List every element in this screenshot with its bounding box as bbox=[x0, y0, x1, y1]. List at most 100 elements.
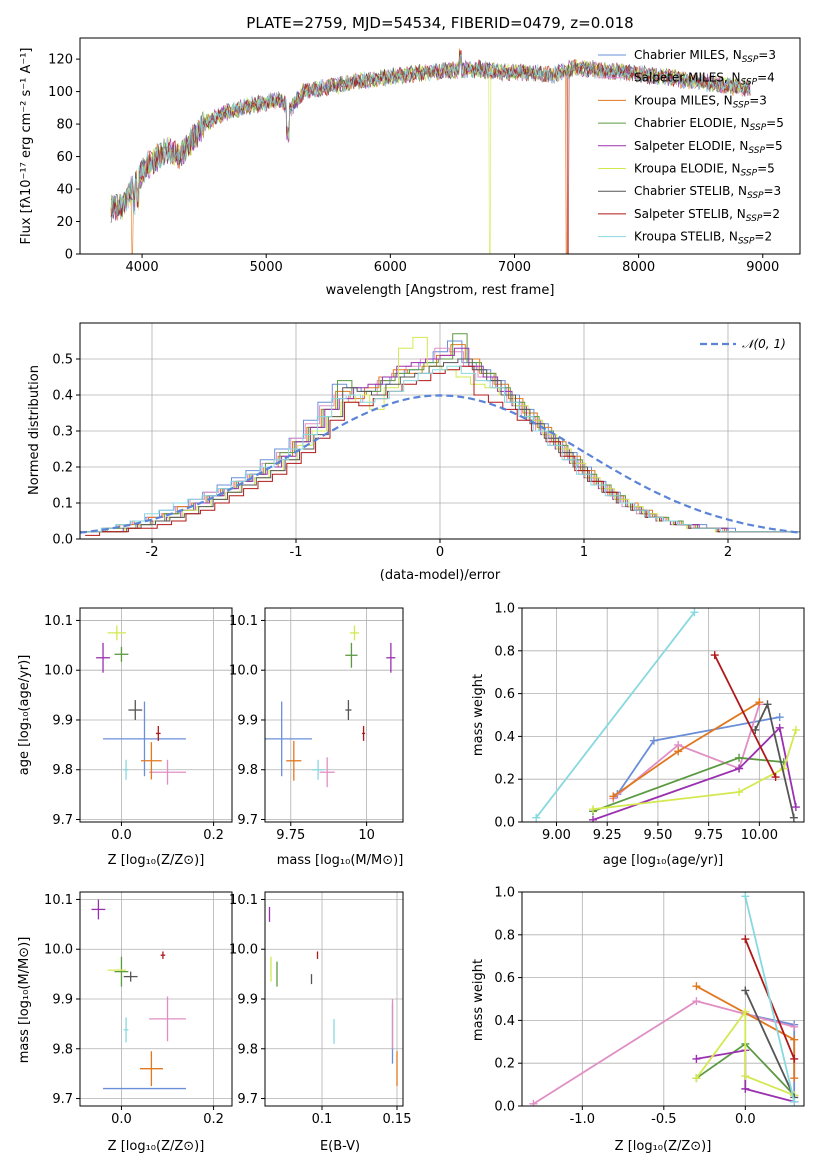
legend-text: Chabrier STELIB, N bbox=[634, 184, 747, 198]
mass-z-xlabel: Z [log₁₀(Z/Z⊙)] bbox=[108, 1139, 205, 1154]
mass-weight-marker-2-2 bbox=[755, 698, 764, 707]
legend-entry-6: Chabrier STELIB, NSSP=3 bbox=[634, 184, 781, 201]
mass-weight-marker-3-1 bbox=[735, 753, 744, 762]
y-tick-label: 9.9 bbox=[237, 993, 258, 1008]
mass-weight-marker-4-0 bbox=[589, 815, 598, 822]
mass-weight-marker-1-0 bbox=[529, 1099, 538, 1106]
age-z-xlabel: Z [log₁₀(Z/Z⊙)] bbox=[108, 853, 205, 868]
axes-frame bbox=[79, 891, 233, 1107]
legend-entry-normal: 𝒩(0, 1) bbox=[742, 337, 786, 351]
legend-entry-5: Kroupa ELODIE, NSSP=5 bbox=[634, 162, 775, 179]
legend-text: =5 bbox=[765, 139, 783, 153]
legend-sub: SSP bbox=[747, 191, 764, 201]
mw-age-xlabel: age [log₁₀(age/yr)] bbox=[603, 853, 724, 868]
mass-weight-marker-2-1 bbox=[790, 1035, 799, 1044]
mass-weight-marker-4-2 bbox=[741, 1084, 750, 1093]
mass-weight-marker-4-1 bbox=[735, 764, 744, 773]
x-tick-label: -1 bbox=[290, 545, 303, 560]
mass-weight-marker-4-3 bbox=[791, 803, 800, 812]
hist-step-2 bbox=[80, 344, 797, 533]
y-tick-label: 9.7 bbox=[52, 1092, 73, 1107]
mass-weight-marker-2-0 bbox=[609, 792, 618, 801]
mw-z-ylabel: mass weight bbox=[471, 959, 486, 1041]
x-tick-label: 10 bbox=[358, 828, 375, 843]
x-tick-label: 2 bbox=[724, 545, 732, 560]
x-tick-label: 8000 bbox=[622, 260, 655, 275]
y-tick-label: 9.9 bbox=[52, 993, 73, 1008]
mass-weight-marker-1-3 bbox=[790, 1022, 799, 1031]
legend-entry-7: Salpeter STELIB, NSSP=2 bbox=[634, 207, 780, 224]
y-tick-label: 10.1 bbox=[44, 614, 73, 629]
x-tick-label: 9000 bbox=[746, 260, 779, 275]
mass-weight-vs-age-panel: 9.00 9.25 9.50 9.75 10.00 0.0 0.2 0.4 0.6 0.8 1.0 bbox=[494, 602, 805, 843]
x-tick-label: 0.0 bbox=[111, 1112, 132, 1127]
y-tick-label: 9.7 bbox=[237, 813, 258, 828]
x-tick-label: 9.75 bbox=[694, 828, 723, 843]
hist-step-8 bbox=[86, 365, 800, 533]
axes-frame bbox=[521, 891, 805, 1107]
legend-text: Kroupa STELIB, N bbox=[634, 230, 738, 244]
axes-frame bbox=[79, 37, 801, 255]
legend-text: Chabrier ELODIE, N bbox=[634, 116, 750, 130]
y-tick-label: 20 bbox=[56, 215, 73, 230]
mass-weight-marker-5-0 bbox=[692, 1074, 701, 1083]
legend-text: =2 bbox=[762, 207, 780, 221]
y-tick-label: 1.0 bbox=[494, 602, 515, 617]
y-tick-label: 0.6 bbox=[494, 971, 515, 986]
y-tick-label: 9.8 bbox=[237, 763, 258, 778]
mass-weight-marker-4-0 bbox=[692, 1054, 701, 1063]
legend-entry-3: Chabrier ELODIE, NSSP=5 bbox=[634, 116, 784, 133]
plot-area bbox=[96, 625, 186, 785]
x-tick-label: 0.1 bbox=[312, 1112, 333, 1127]
y-tick-label: 10.0 bbox=[44, 664, 73, 679]
residual-histogram-panel: -2 -1 0 1 2 0.0 0.1 0.2 0.3 0.4 0.5 𝒩(0, 1) bbox=[52, 322, 801, 560]
mass-weight-marker-7-1 bbox=[790, 1054, 799, 1063]
hist-step-6 bbox=[83, 358, 800, 533]
y-tick-label: 10.0 bbox=[229, 943, 258, 958]
axes-frame bbox=[521, 607, 805, 823]
mass-weight-marker-5-2 bbox=[741, 1072, 750, 1081]
y-tick-label: 0.8 bbox=[494, 928, 515, 943]
mass-z-ylabel: mass [log₁₀(M/M⊙)] bbox=[17, 937, 32, 1064]
y-tick-label: 9.9 bbox=[52, 713, 73, 728]
legend-entry-0: Chabrier MILES, NSSP=3 bbox=[634, 48, 776, 65]
hist-ylabel: Normed distribution bbox=[27, 365, 42, 495]
legend-entry-8: Kroupa STELIB, NSSP=2 bbox=[634, 230, 772, 247]
hist-xlabel: (data-model)/error bbox=[380, 568, 501, 583]
mass-weight-marker-2-0 bbox=[692, 982, 701, 991]
y-tick-label: 0.4 bbox=[52, 389, 73, 404]
legend-sub: SSP bbox=[741, 169, 758, 179]
legend-sub: SSP bbox=[742, 55, 759, 65]
legend-sub: SSP bbox=[733, 100, 750, 110]
mass-weight-line-5 bbox=[695, 1009, 795, 1097]
mass-weight-line-1 bbox=[612, 704, 761, 800]
y-tick-label: 0.2 bbox=[494, 773, 515, 788]
y-tick-label: 80 bbox=[56, 118, 73, 133]
mw-age-ylabel: mass weight bbox=[471, 674, 486, 756]
axes-frame bbox=[79, 607, 233, 823]
x-tick-label: 9.25 bbox=[593, 828, 622, 843]
x-tick-label: 0.2 bbox=[203, 1112, 224, 1127]
hist-step-7 bbox=[85, 365, 800, 536]
legend-text: =5 bbox=[757, 162, 775, 176]
legend-text: =4 bbox=[757, 71, 775, 85]
y-tick-label: 0.6 bbox=[494, 687, 515, 702]
legend-sub: SSP bbox=[746, 214, 763, 224]
x-tick-label: -2 bbox=[146, 545, 159, 560]
y-tick-label: 0.5 bbox=[52, 353, 73, 368]
x-tick-label: 0.15 bbox=[383, 1112, 412, 1127]
x-tick-label: -0.5 bbox=[651, 1112, 676, 1127]
mass-vs-ebv-panel: 0.1 0.15 9.7 9.8 9.9 10.0 10.1 bbox=[229, 891, 412, 1127]
legend-entry-4: Salpeter ELODIE, NSSP=5 bbox=[634, 139, 783, 156]
legend-sub: SSP bbox=[741, 78, 758, 88]
legend-sub: SSP bbox=[750, 123, 767, 133]
y-tick-label: 0.0 bbox=[494, 1100, 515, 1115]
plot-area bbox=[91, 899, 186, 1090]
y-tick-label: 0.1 bbox=[52, 497, 73, 512]
x-tick-label: 7000 bbox=[498, 260, 531, 275]
spectrum-panel: 4000 5000 6000 7000 8000 9000 0 20 40 60 80 100 120 C… bbox=[48, 37, 801, 275]
mass-weight-marker-2-1 bbox=[674, 747, 683, 756]
legend-text: =2 bbox=[754, 230, 772, 244]
hist-step-5 bbox=[81, 336, 800, 533]
mass-weight-marker-8-1 bbox=[690, 608, 699, 617]
